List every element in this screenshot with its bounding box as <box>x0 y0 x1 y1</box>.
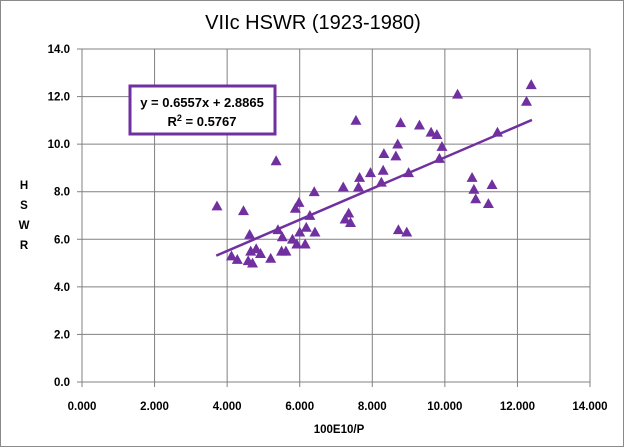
data-point <box>491 126 503 137</box>
y-axis-label-char: H <box>20 180 28 192</box>
y-tick-label: 14.0 <box>48 44 70 56</box>
data-point <box>244 229 256 239</box>
y-tick-label: 0.0 <box>54 377 70 389</box>
y-tick-label: 6.0 <box>54 234 70 246</box>
r-squared-r: R <box>168 114 178 129</box>
y-tick-label: 8.0 <box>54 187 70 199</box>
data-point <box>401 226 413 237</box>
data-point <box>294 226 306 237</box>
data-point <box>352 181 364 192</box>
y-tick-label: 12.0 <box>48 92 70 104</box>
data-point <box>392 224 404 235</box>
x-tick-label: 0.000 <box>68 401 97 413</box>
data-point <box>337 181 349 192</box>
trendline-equation: y = 0.6557x + 2.8865 <box>140 95 264 110</box>
data-point <box>466 171 478 182</box>
data-point <box>300 221 312 232</box>
data-point <box>413 119 425 130</box>
data-point <box>309 226 321 237</box>
x-tick-label: 8.000 <box>358 401 387 413</box>
x-axis-ticks: 0.000 2.000 4.000 6.000 8.000 10.000 12.000 14.… <box>68 382 608 413</box>
r-squared-label: R2 = 0.5767 <box>168 113 237 129</box>
x-tick-label: 4.000 <box>213 401 242 413</box>
data-point <box>293 196 305 207</box>
r-squared-superscript: 2 <box>177 113 182 123</box>
data-point <box>375 176 387 187</box>
data-point <box>403 167 415 178</box>
data-point <box>436 141 448 151</box>
x-tick-label: 10.000 <box>427 401 462 413</box>
data-point <box>289 202 301 213</box>
data-point <box>345 217 357 228</box>
data-point <box>433 152 445 163</box>
x-tick-label: 12.000 <box>500 401 535 413</box>
data-point <box>291 238 303 249</box>
data-point <box>237 205 249 216</box>
data-point <box>299 238 311 249</box>
data-point <box>425 126 437 137</box>
data-point <box>431 129 443 140</box>
x-tick-label: 2.000 <box>140 401 169 413</box>
data-point <box>270 155 282 166</box>
data-points <box>211 79 537 268</box>
data-point <box>470 193 482 204</box>
x-axis-label: 100E10/P <box>314 424 365 436</box>
data-point <box>276 231 288 242</box>
y-axis-label-char: W <box>19 220 30 232</box>
data-point <box>339 213 351 224</box>
data-point <box>265 252 277 263</box>
data-point <box>247 257 259 268</box>
y-tick-label: 2.0 <box>54 329 70 341</box>
y-axis-label: HSWR <box>19 180 30 252</box>
data-point <box>482 198 494 209</box>
trendline <box>215 118 533 257</box>
y-axis-label-char: S <box>20 200 28 212</box>
data-point <box>390 150 402 161</box>
data-point <box>211 200 223 211</box>
y-axis-label-char: R <box>20 240 29 252</box>
data-point <box>377 164 389 175</box>
data-point <box>521 95 532 106</box>
data-point <box>378 148 390 159</box>
data-point <box>354 171 366 182</box>
data-point <box>250 243 262 254</box>
data-point <box>452 88 464 99</box>
data-point <box>525 79 537 90</box>
data-point <box>343 207 355 218</box>
data-point <box>395 117 407 128</box>
r-squared-value: = 0.5767 <box>182 114 237 129</box>
data-point <box>468 183 480 194</box>
plot-area-border <box>81 48 591 383</box>
x-tick-label: 6.000 <box>285 401 314 413</box>
data-point <box>231 254 243 264</box>
equation-box-border <box>128 84 277 136</box>
data-point <box>308 186 320 197</box>
y-axis-ticks: 0.0 2.0 4.0 6.0 8.0 10.0 12.0 14.0 <box>48 44 82 389</box>
y-tick-label: 10.0 <box>48 139 70 151</box>
data-point <box>364 167 376 178</box>
data-point <box>392 138 404 149</box>
data-point <box>280 245 292 256</box>
x-tick-label: 14.000 <box>572 401 607 413</box>
data-point <box>304 210 316 220</box>
data-point <box>225 250 237 261</box>
data-point <box>272 224 284 235</box>
equation-box: y = 0.6557x + 2.8865 R2 = 0.5767 <box>128 84 277 136</box>
data-point <box>350 114 362 125</box>
data-point <box>486 179 498 189</box>
chart-title: VIIc HSWR (1923-1980) <box>205 12 421 34</box>
data-point <box>255 248 267 258</box>
y-tick-label: 4.0 <box>54 282 70 294</box>
data-point <box>286 233 298 244</box>
